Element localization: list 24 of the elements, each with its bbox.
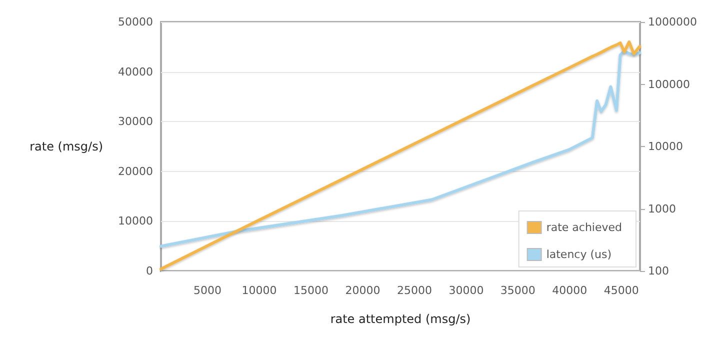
y2-tick-label: 100000 [648, 78, 690, 91]
x-axis-title: rate attempted (msg/s) [330, 312, 471, 326]
x-tick-label: 35000 [500, 284, 536, 297]
legend-label: rate achieved [546, 221, 622, 234]
y-tick-label: 50000 [118, 16, 153, 28]
x-tick-label: 10000 [242, 284, 277, 297]
y2-tick-label: 100 [648, 264, 669, 278]
x-tick-label: 15000 [294, 284, 329, 297]
legend-label: latency (us) [546, 248, 612, 261]
y-tick-label: 10000 [118, 214, 153, 228]
x-tick-label: 30000 [448, 284, 484, 297]
y-axis-title: rate (msg/s) [30, 140, 103, 154]
x-tick-label: 40000 [552, 284, 588, 297]
y-tick-label: 20000 [118, 164, 153, 178]
y-tick-label: 40000 [118, 65, 153, 78]
y2-tick-label: 10000 [648, 140, 683, 153]
y2-tick-label: 1000000 [648, 16, 697, 28]
x-tick-label: 20000 [345, 284, 380, 297]
x-tick-label: 45000 [604, 284, 639, 297]
y-tick-label: 30000 [118, 115, 153, 128]
x-tick-label: 5000 [194, 284, 222, 297]
y2-tick-label: 1000 [648, 202, 676, 216]
y-tick-label: 0 [146, 264, 153, 278]
x-tick-label: 25000 [396, 284, 432, 297]
